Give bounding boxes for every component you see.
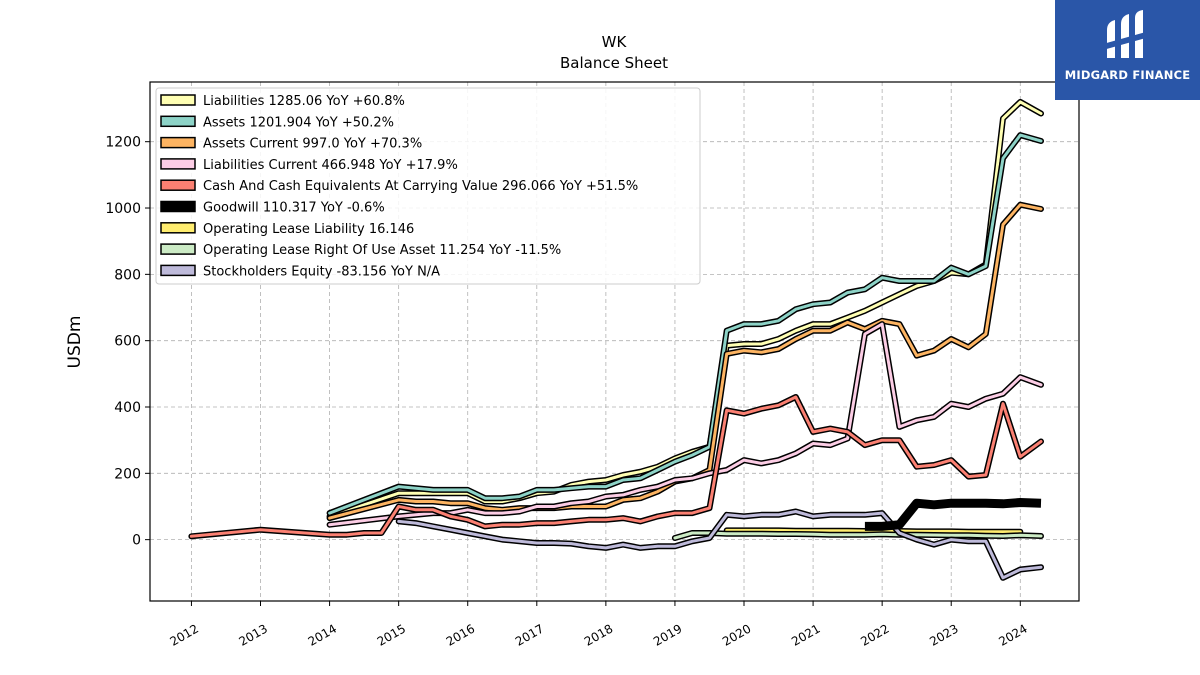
legend: Liabilities 1285.06 YoY +60.8% Assets 120… — [155, 87, 701, 285]
series-path — [725, 528, 1022, 534]
y-tick-label: 800 — [114, 267, 141, 283]
y-axis-label: USDm — [65, 316, 85, 369]
legend-item: Assets 1201.904 YoY +50.2% — [160, 115, 394, 130]
series-line — [326, 201, 1044, 522]
x-tick-label: 2022 — [858, 621, 891, 648]
legend-label: Liabilities Current 466.948 YoY +17.9% — [203, 158, 458, 173]
legend-item: Liabilities 1285.06 YoY +60.8% — [160, 94, 405, 109]
x-tick-label: 2024 — [996, 621, 1029, 648]
legend-label: Cash And Cash Equivalents At Carrying Va… — [203, 179, 638, 194]
legend-swatch — [160, 158, 196, 170]
legend-label: Goodwill 110.317 YoY -0.6% — [203, 201, 385, 216]
legend-swatch — [160, 136, 196, 149]
brand-name: MIDGARD FINANCE — [1064, 68, 1191, 82]
y-tick-label: 200 — [114, 466, 141, 482]
x-tick-label: 2012 — [167, 621, 200, 648]
series-path — [673, 531, 1043, 540]
legend-box — [155, 87, 701, 285]
x-tick-label: 2017 — [513, 621, 546, 648]
x-tick-label: 2021 — [789, 621, 822, 648]
x-axis: 2012 2013 2014 2015 2016 2017 2018 2019 2020 2021… — [167, 601, 1030, 649]
x-tick-label: 2014 — [306, 621, 339, 648]
legend-swatch — [160, 222, 196, 234]
legend-item: Operating Lease Right Of Use Asset 11.25… — [160, 243, 561, 258]
series-line — [326, 321, 1044, 528]
x-tick-label: 2019 — [651, 621, 684, 648]
series-lines — [188, 98, 1044, 581]
legend-swatch — [160, 264, 196, 277]
x-tick-label: 2023 — [927, 621, 960, 648]
x-tick-label: 2018 — [582, 621, 615, 648]
brand-logo: MIDGARD FINANCE — [1055, 0, 1200, 100]
legend-item: Goodwill 110.317 YoY -0.6% — [160, 200, 385, 216]
x-tick-label: 2013 — [237, 621, 270, 648]
legend-label: Operating Lease Right Of Use Asset 11.25… — [203, 243, 561, 258]
y-axis: 0 200 400 600 800 1000 1200 — [105, 135, 150, 549]
x-tick-label: 2016 — [444, 621, 477, 648]
series-line — [671, 530, 1044, 541]
y-tick-label: 0 — [132, 533, 141, 549]
series-line — [395, 508, 1044, 581]
legend-item: Cash And Cash Equivalents At Carrying Va… — [160, 179, 638, 194]
legend-swatch — [160, 243, 196, 255]
chart-subtitle: Balance Sheet — [560, 54, 668, 72]
y-tick-label: 600 — [114, 334, 141, 350]
legend-swatch — [160, 200, 196, 213]
series-line — [864, 498, 1042, 531]
legend-label: Assets 1201.904 YoY +50.2% — [203, 115, 394, 130]
y-tick-label: 1200 — [105, 135, 141, 151]
legend-item: Assets Current 997.0 YoY +70.3% — [160, 136, 422, 152]
x-tick-label: 2015 — [375, 621, 408, 648]
legend-label: Stockholders Equity -83.156 YoY N/A — [203, 264, 440, 279]
y-tick-label: 1000 — [105, 201, 141, 217]
legend-swatch — [160, 94, 196, 106]
legend-label: Liabilities 1285.06 YoY +60.8% — [203, 94, 405, 109]
legend-item: Operating Lease Liability 16.146 — [160, 222, 414, 237]
y-tick-label: 400 — [114, 400, 141, 416]
series-path — [328, 133, 1043, 515]
series-path — [328, 203, 1043, 520]
legend-label: Operating Lease Liability 16.146 — [203, 222, 414, 237]
x-tick-label: 2020 — [720, 621, 753, 648]
series-path — [397, 510, 1043, 580]
brand-mark-icon — [1103, 10, 1153, 58]
plot-frame — [149, 81, 1080, 602]
legend-item: Liabilities Current 466.948 YoY +17.9% — [160, 158, 458, 173]
series-line — [723, 527, 1024, 535]
series-path — [328, 322, 1043, 527]
legend-label: Assets Current 997.0 YoY +70.3% — [203, 137, 422, 152]
series-path — [189, 395, 1043, 538]
series-line — [326, 132, 1044, 517]
legend-item: Stockholders Equity -83.156 YoY N/A — [160, 264, 440, 279]
series-path — [864, 498, 1042, 531]
legend-swatch — [160, 115, 196, 128]
series-line — [188, 394, 1044, 540]
chart-title: WK — [602, 33, 628, 51]
legend-swatch — [160, 179, 196, 191]
